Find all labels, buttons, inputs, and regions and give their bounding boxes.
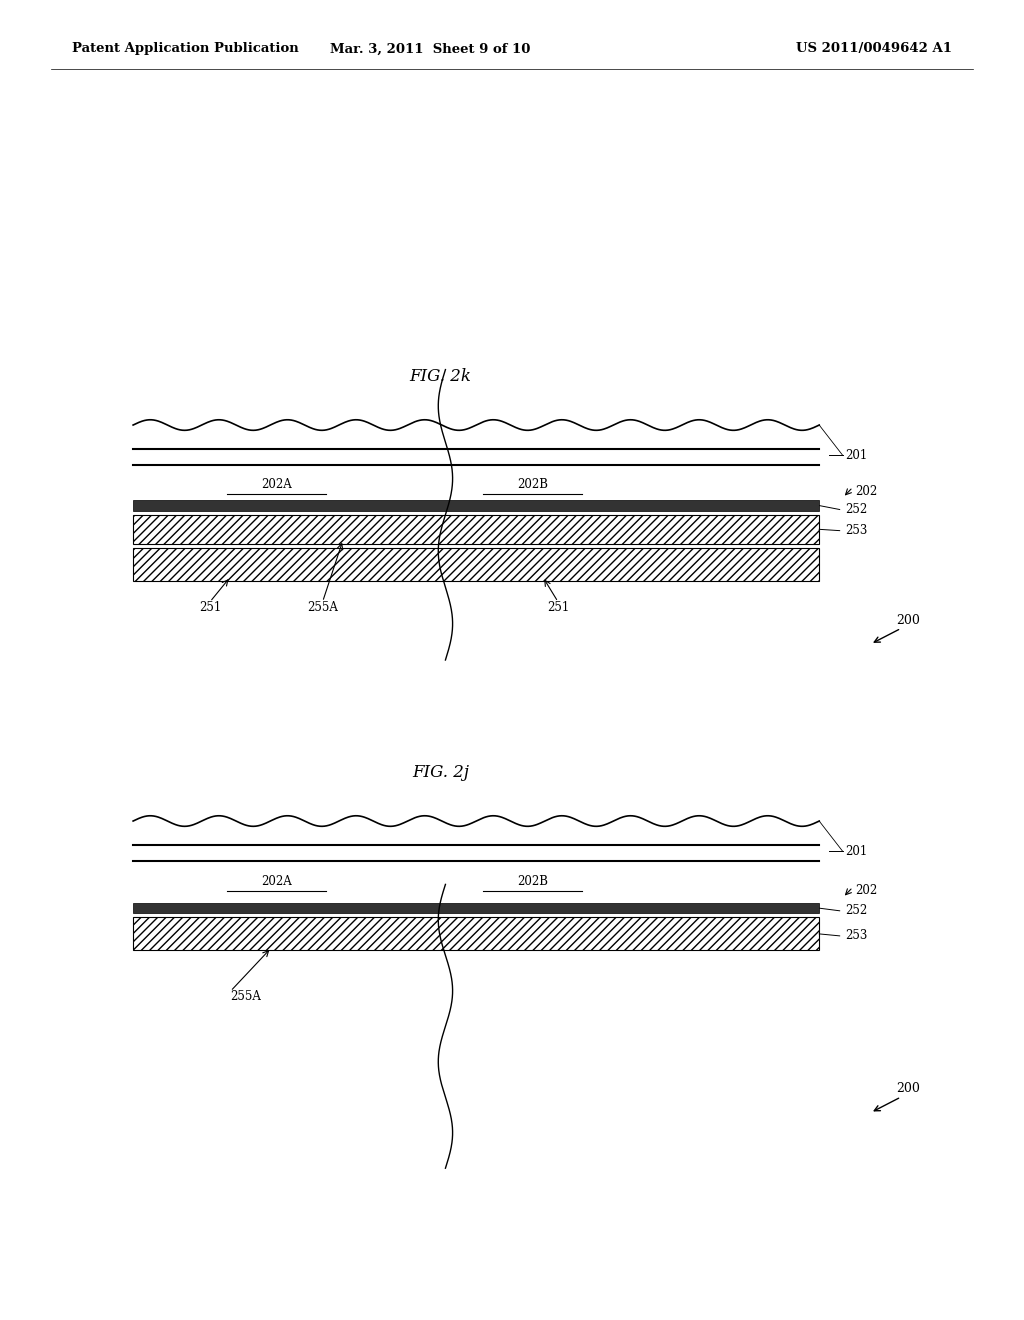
Text: 201: 201 — [845, 845, 867, 858]
Bar — [133, 548, 819, 581]
Text: FIG. 2k: FIG. 2k — [410, 368, 471, 384]
Text: 252: 252 — [845, 904, 867, 917]
Text: 251: 251 — [199, 601, 221, 614]
Text: 202B: 202B — [517, 478, 548, 491]
Text: 202B: 202B — [517, 875, 548, 888]
Text: FIG. 2j: FIG. 2j — [412, 764, 469, 780]
Text: 200: 200 — [896, 1082, 920, 1096]
Text: 253: 253 — [845, 524, 867, 537]
Text: 201: 201 — [845, 449, 867, 462]
Bar — [133, 500, 819, 511]
Text: 202: 202 — [855, 884, 878, 898]
Text: Mar. 3, 2011  Sheet 9 of 10: Mar. 3, 2011 Sheet 9 of 10 — [330, 42, 530, 55]
Bar — [133, 917, 819, 950]
Text: Patent Application Publication: Patent Application Publication — [72, 42, 298, 55]
Text: 255A: 255A — [230, 990, 261, 1003]
Text: 253: 253 — [845, 929, 867, 942]
Text: US 2011/0049642 A1: US 2011/0049642 A1 — [797, 42, 952, 55]
Bar — [133, 515, 819, 544]
Text: 200: 200 — [896, 614, 920, 627]
Text: 202: 202 — [855, 484, 878, 498]
Bar — [133, 903, 819, 913]
Text: 252: 252 — [845, 503, 867, 516]
Text: 202A: 202A — [261, 875, 292, 888]
Text: 251: 251 — [547, 601, 569, 614]
Text: 202A: 202A — [261, 478, 292, 491]
Text: 255A: 255A — [307, 601, 338, 614]
